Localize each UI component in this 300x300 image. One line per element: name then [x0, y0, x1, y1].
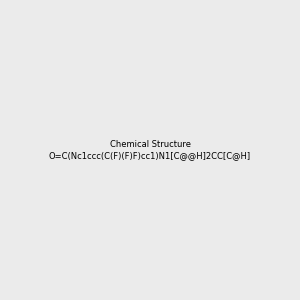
Text: Chemical Structure
O=C(Nc1ccc(C(F)(F)F)cc1)N1[C@@H]2CC[C@H]: Chemical Structure O=C(Nc1ccc(C(F)(F)F)c… [49, 140, 251, 160]
